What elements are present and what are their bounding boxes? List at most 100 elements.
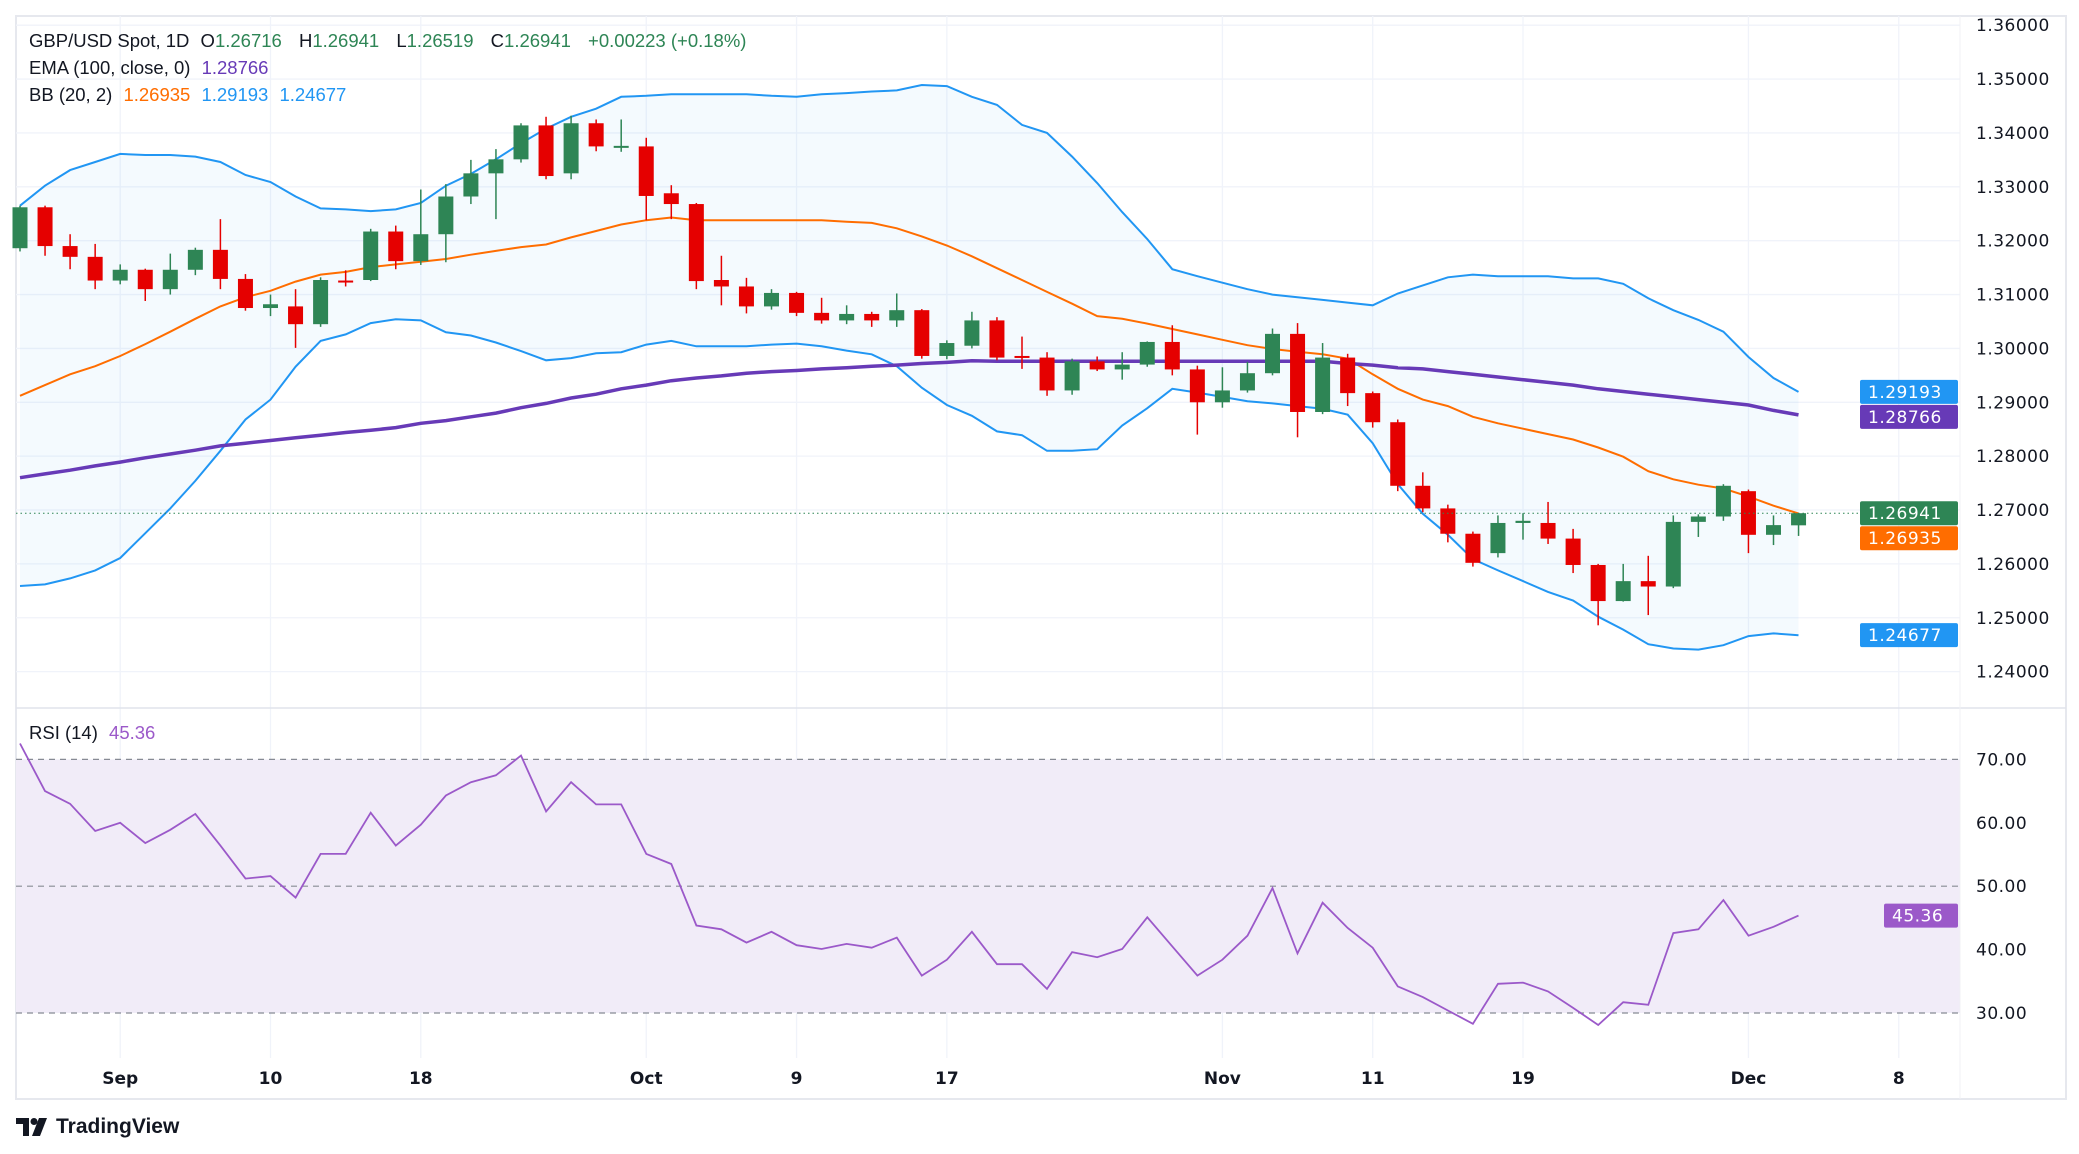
candle-body <box>1565 538 1581 565</box>
candle <box>613 119 629 152</box>
candle <box>964 311 980 349</box>
candle-body <box>37 207 53 247</box>
candle-body <box>1014 355 1030 358</box>
candle <box>1114 352 1130 380</box>
price-tick-label: 1.28000 <box>1976 447 2050 467</box>
candle-body <box>789 292 805 313</box>
bb-fill <box>20 85 1799 650</box>
candle-body <box>1290 333 1306 412</box>
ema-line <box>19 359 1799 480</box>
candle-body <box>263 304 278 309</box>
candle-body <box>1665 521 1681 587</box>
candle <box>1665 515 1681 589</box>
tradingview-logo[interactable]: TradingView <box>16 1115 179 1139</box>
candle <box>1340 353 1356 407</box>
candle <box>989 317 1005 361</box>
candle <box>87 243 103 290</box>
price-badge-text: 1.28766 <box>1868 408 1942 428</box>
time-tick-label: 10 <box>259 1069 283 1089</box>
candle-body <box>1615 581 1631 602</box>
time-tick-label: Nov <box>1204 1069 1241 1089</box>
candle <box>112 264 128 285</box>
price-tick-label: 1.34000 <box>1976 124 2050 144</box>
candle-body <box>1114 364 1130 370</box>
candle <box>363 228 379 282</box>
bb-legend[interactable]: BB (20, 2) 1.26935 1.29193 1.24677 <box>29 84 352 106</box>
candle-body <box>588 123 604 147</box>
bb-middle-value: 1.26935 <box>123 84 191 105</box>
candlestick-series <box>12 115 1960 626</box>
candle-body <box>1766 525 1781 535</box>
price-tick-label: 1.33000 <box>1976 178 2050 198</box>
candle <box>1615 563 1631 602</box>
logo-text: TradingView <box>56 1115 180 1138</box>
candle-body <box>989 320 1005 358</box>
candle <box>764 289 779 310</box>
candle <box>1164 325 1180 376</box>
candle <box>513 123 529 163</box>
candle-body <box>1690 516 1706 522</box>
candle <box>1590 563 1606 626</box>
candle <box>1766 515 1781 546</box>
price-badge-bb-middle <box>1860 526 1958 551</box>
rsi-tick-label: 50.00 <box>1976 877 2027 897</box>
ema-legend[interactable]: EMA (100, close, 0) 1.28766 <box>29 57 274 79</box>
candle-body <box>964 320 980 346</box>
candle <box>313 277 329 327</box>
candle-body <box>1239 373 1255 391</box>
candle <box>1640 555 1656 616</box>
bb-lower-line <box>19 318 1799 651</box>
candle-body <box>1365 393 1381 423</box>
chart-frame <box>15 15 2067 1100</box>
candle <box>738 277 754 314</box>
candle-body <box>313 280 329 325</box>
candle-body <box>1164 341 1180 370</box>
rsi-badge <box>1884 903 1958 928</box>
candle-body <box>713 280 729 287</box>
price-tick-label: 1.35000 <box>1976 70 2050 90</box>
candle <box>939 340 955 360</box>
rsi-tick-label: 70.00 <box>1976 750 2027 770</box>
candle-body <box>388 231 404 262</box>
candle <box>1039 352 1055 396</box>
candle <box>1089 356 1105 372</box>
bb-lower-value: 1.24677 <box>279 84 347 105</box>
candle-body <box>338 280 354 283</box>
candle-body <box>187 249 203 270</box>
candle-body <box>1515 520 1531 523</box>
candle-body <box>1440 508 1456 534</box>
candle <box>1390 419 1406 492</box>
price-tick-label: 1.24000 <box>1976 663 2050 683</box>
candle <box>1290 323 1306 438</box>
candle-body <box>1340 357 1356 394</box>
candle <box>713 255 729 306</box>
candle-body <box>1265 333 1280 374</box>
candle-body <box>513 125 529 160</box>
candle-body <box>1791 513 1807 526</box>
rsi-badge-text: 45.36 <box>1892 907 1943 927</box>
candle <box>1540 501 1556 544</box>
candle <box>187 247 203 276</box>
candle-body <box>939 343 955 356</box>
time-tick-label: Dec <box>1731 1069 1767 1089</box>
candle-body <box>1465 533 1481 563</box>
price-tick-label: 1.31000 <box>1976 286 2050 306</box>
candle <box>1515 513 1531 540</box>
rsi-legend[interactable]: RSI (14) 45.36 <box>29 722 161 744</box>
price-badge-text: 1.26935 <box>1868 529 1942 549</box>
grid-lines <box>16 16 1960 1058</box>
candle <box>1690 514 1706 537</box>
symbol-title[interactable]: GBP/USD Spot, 1D <box>29 30 190 51</box>
time-tick-label: 11 <box>1361 1069 1385 1089</box>
candle <box>638 137 654 221</box>
candle-body <box>463 173 479 197</box>
candle-body <box>488 159 504 174</box>
candle <box>889 293 905 327</box>
candle <box>1139 341 1155 367</box>
candle <box>162 253 178 295</box>
candle <box>338 270 354 287</box>
main-legend: GBP/USD Spot, 1D O1.26716 H1.26941 L1.26… <box>29 30 752 52</box>
price-tick-label: 1.27000 <box>1976 501 2050 521</box>
candle-body <box>1089 361 1105 370</box>
